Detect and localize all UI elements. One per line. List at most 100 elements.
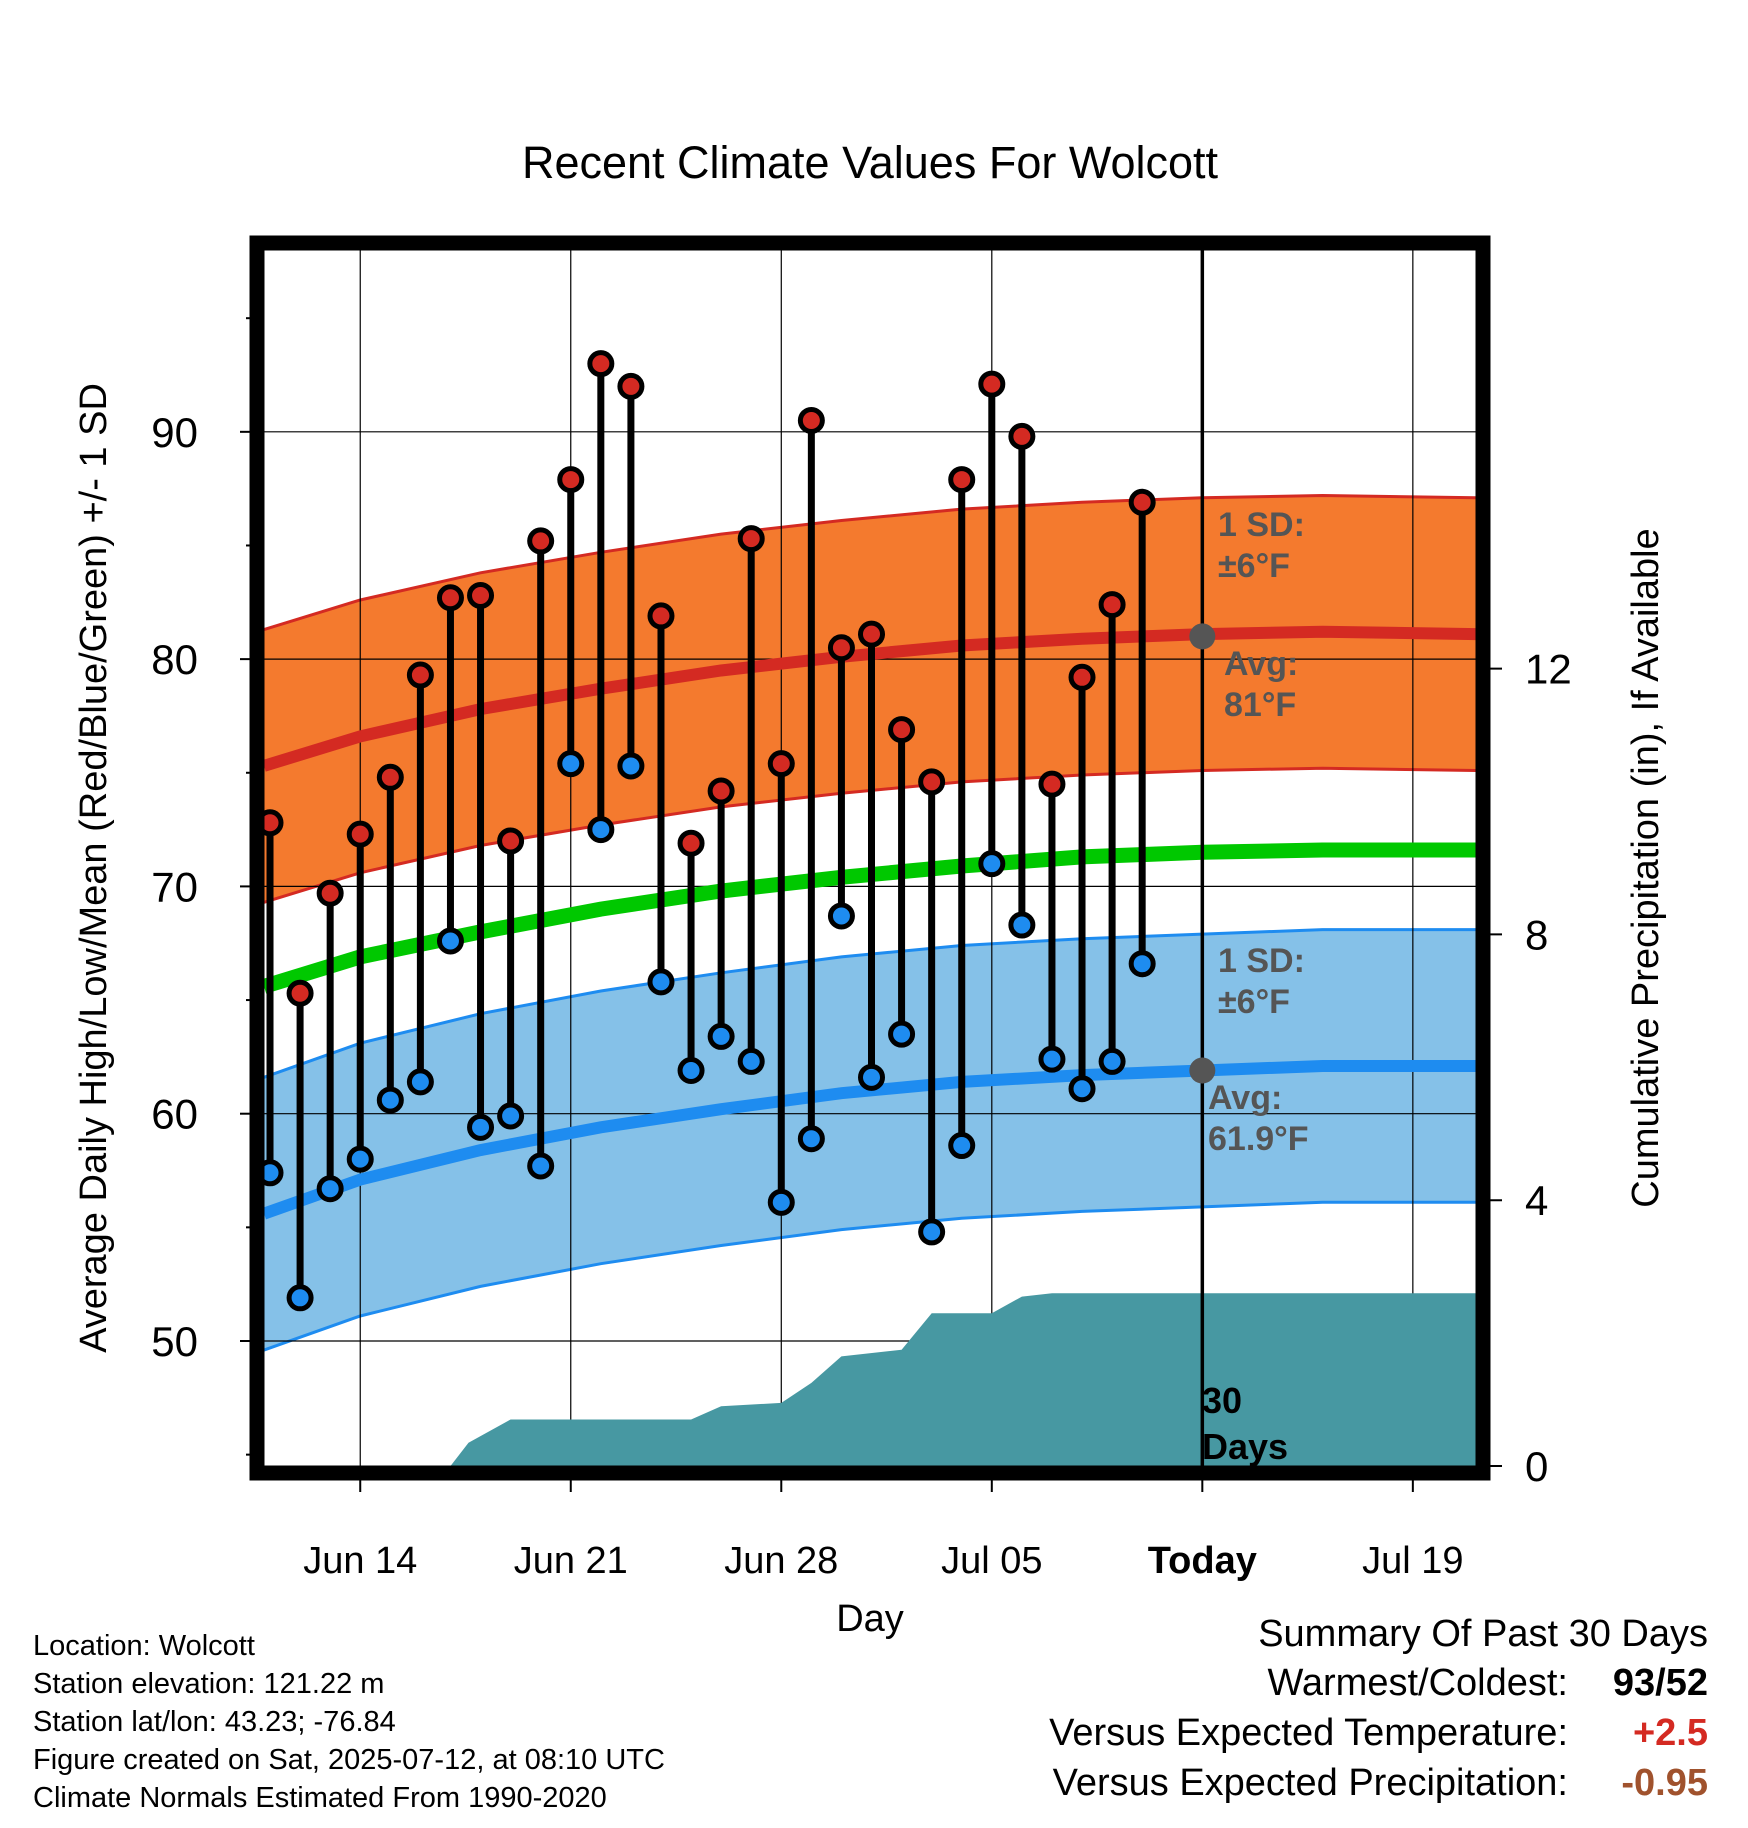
- low-sd-annotation: 1 SD:: [1218, 942, 1305, 980]
- daily-low-point: [406, 1068, 434, 1096]
- precip-value: -0.95: [1621, 1762, 1708, 1804]
- low-avg-annotation: 61.9°F: [1208, 1120, 1309, 1158]
- y-tick-label: 80: [151, 636, 198, 683]
- y2-tick-label: 4: [1525, 1177, 1548, 1224]
- daily-high-point: [918, 768, 946, 796]
- daily-high-point: [346, 820, 374, 848]
- daily-low-point: [767, 1188, 795, 1216]
- daily-high-point: [316, 879, 344, 907]
- daily-high-point: [557, 466, 585, 494]
- daily-high-point: [1068, 663, 1096, 691]
- daily-low-point: [527, 1152, 555, 1180]
- daily-low-point: [286, 1284, 314, 1312]
- daily-high-point: [497, 827, 525, 855]
- y-tick-label: 50: [151, 1318, 198, 1365]
- today-low-normal-dot: [1189, 1057, 1216, 1084]
- today-high-normal-dot: [1189, 623, 1216, 650]
- temp-label: Versus Expected Temperature:: [1049, 1712, 1568, 1754]
- daily-low-point: [677, 1057, 705, 1085]
- daily-low-point: [497, 1102, 525, 1130]
- daily-low-point: [346, 1145, 374, 1173]
- high-avg-annotation: 81°F: [1224, 686, 1296, 724]
- daily-high-point: [467, 581, 495, 609]
- daily-low-point: [858, 1063, 886, 1091]
- normal-low-line: [261, 1060, 1476, 1220]
- daily-high-point: [527, 527, 555, 555]
- summary-row-temp: Versus Expected Temperature: +2.5: [1049, 1708, 1708, 1758]
- high-band-upper-edge: [263, 493, 1477, 632]
- latlon-text: Station lat/lon: 43.23; -76.84: [33, 1706, 396, 1738]
- station-info: Location: Wolcott Station elevation: 121…: [33, 1627, 665, 1817]
- summary-row-precip: Versus Expected Precipitation: -0.95: [1049, 1758, 1708, 1808]
- daily-high-point: [737, 525, 765, 553]
- elevation-text: Station elevation: 121.22 m: [33, 1668, 385, 1700]
- summary-panel: Summary Of Past 30 Days Warmest/Coldest:…: [1049, 1610, 1708, 1808]
- warm-cold-label: Warmest/Coldest:: [1267, 1662, 1568, 1704]
- plot-frame: [249, 235, 1491, 1481]
- x-tick-label: Jun 14: [303, 1540, 417, 1582]
- daily-low-point: [316, 1175, 344, 1203]
- daily-high-point: [587, 350, 615, 378]
- high-sd-annotation: 1 SD:: [1218, 506, 1305, 544]
- daily-low-point: [707, 1022, 735, 1050]
- precip-annotation: Days: [1202, 1426, 1288, 1467]
- x-tick-label: Today: [1148, 1540, 1257, 1582]
- daily-high-point: [286, 979, 314, 1007]
- daily-high-point: [436, 584, 464, 612]
- low-sd-annotation: ±6°F: [1218, 983, 1290, 1021]
- daily-low-point: [737, 1047, 765, 1075]
- daily-high-point: [827, 634, 855, 662]
- y2-tick-label: 8: [1525, 911, 1548, 958]
- chart-title: Recent Climate Values For Wolcott: [522, 137, 1219, 188]
- daily-high-point: [978, 370, 1006, 398]
- daily-low-point: [1068, 1075, 1096, 1103]
- normals-text: Climate Normals Estimated From 1990-2020: [33, 1782, 607, 1814]
- daily-low-point: [647, 968, 675, 996]
- daily-low-point: [376, 1086, 404, 1114]
- temp-value: +2.5: [1632, 1712, 1708, 1754]
- daily-high-point: [1098, 591, 1126, 619]
- daily-low-point: [1038, 1045, 1066, 1073]
- daily-low-point: [587, 816, 615, 844]
- summary-row-warm-cold: Warmest/Coldest: 93/52: [1049, 1658, 1708, 1708]
- warm-cold-value: 93/52: [1612, 1662, 1708, 1704]
- location-text: Location: Wolcott: [33, 1630, 255, 1662]
- precip-area: [264, 1293, 1476, 1466]
- y-tick-label: 90: [151, 409, 198, 456]
- x-axis-label: Day: [836, 1598, 904, 1640]
- daily-high-point: [858, 620, 886, 648]
- daily-low-point: [617, 752, 645, 780]
- high-avg-annotation: Avg:: [1224, 645, 1298, 683]
- daily-low-point: [1098, 1047, 1126, 1075]
- daily-high-point: [617, 372, 645, 400]
- summary-title: Summary Of Past 30 Days: [1258, 1613, 1708, 1655]
- daily-high-point: [767, 750, 795, 778]
- daily-high-point: [1038, 770, 1066, 798]
- daily-high-point: [888, 716, 916, 744]
- daily-high-point: [406, 661, 434, 689]
- daily-high-point: [948, 466, 976, 494]
- y-tick-label: 70: [151, 863, 198, 910]
- x-tick-label: Jul 05: [941, 1540, 1042, 1582]
- precip-annotation: 30: [1202, 1380, 1242, 1421]
- low-avg-annotation: Avg:: [1208, 1079, 1282, 1117]
- daily-low-point: [467, 1113, 495, 1141]
- daily-low-point: [436, 927, 464, 955]
- x-tick-label: Jun 28: [724, 1540, 838, 1582]
- y-axis-label: Average Daily High/Low/Mean (Red/Blue/Gr…: [73, 383, 115, 1353]
- daily-low-point: [1128, 950, 1156, 978]
- low-band-upper-edge: [263, 928, 1476, 1079]
- daily-low-point: [1008, 911, 1036, 939]
- daily-high-point: [647, 602, 675, 630]
- daily-high-point: [797, 406, 825, 434]
- y2-axis-label: Cumulative Precipitation (in), If Availa…: [1625, 528, 1667, 1207]
- daily-high-point: [376, 763, 404, 791]
- low-sd-band: [264, 929, 1476, 1351]
- daily-low-point: [797, 1125, 825, 1153]
- daily-low-point: [888, 1020, 916, 1048]
- daily-high-point: [707, 777, 735, 805]
- y2-tick-label: 0: [1525, 1443, 1548, 1490]
- daily-low-point: [978, 850, 1006, 878]
- daily-high-point: [1128, 488, 1156, 516]
